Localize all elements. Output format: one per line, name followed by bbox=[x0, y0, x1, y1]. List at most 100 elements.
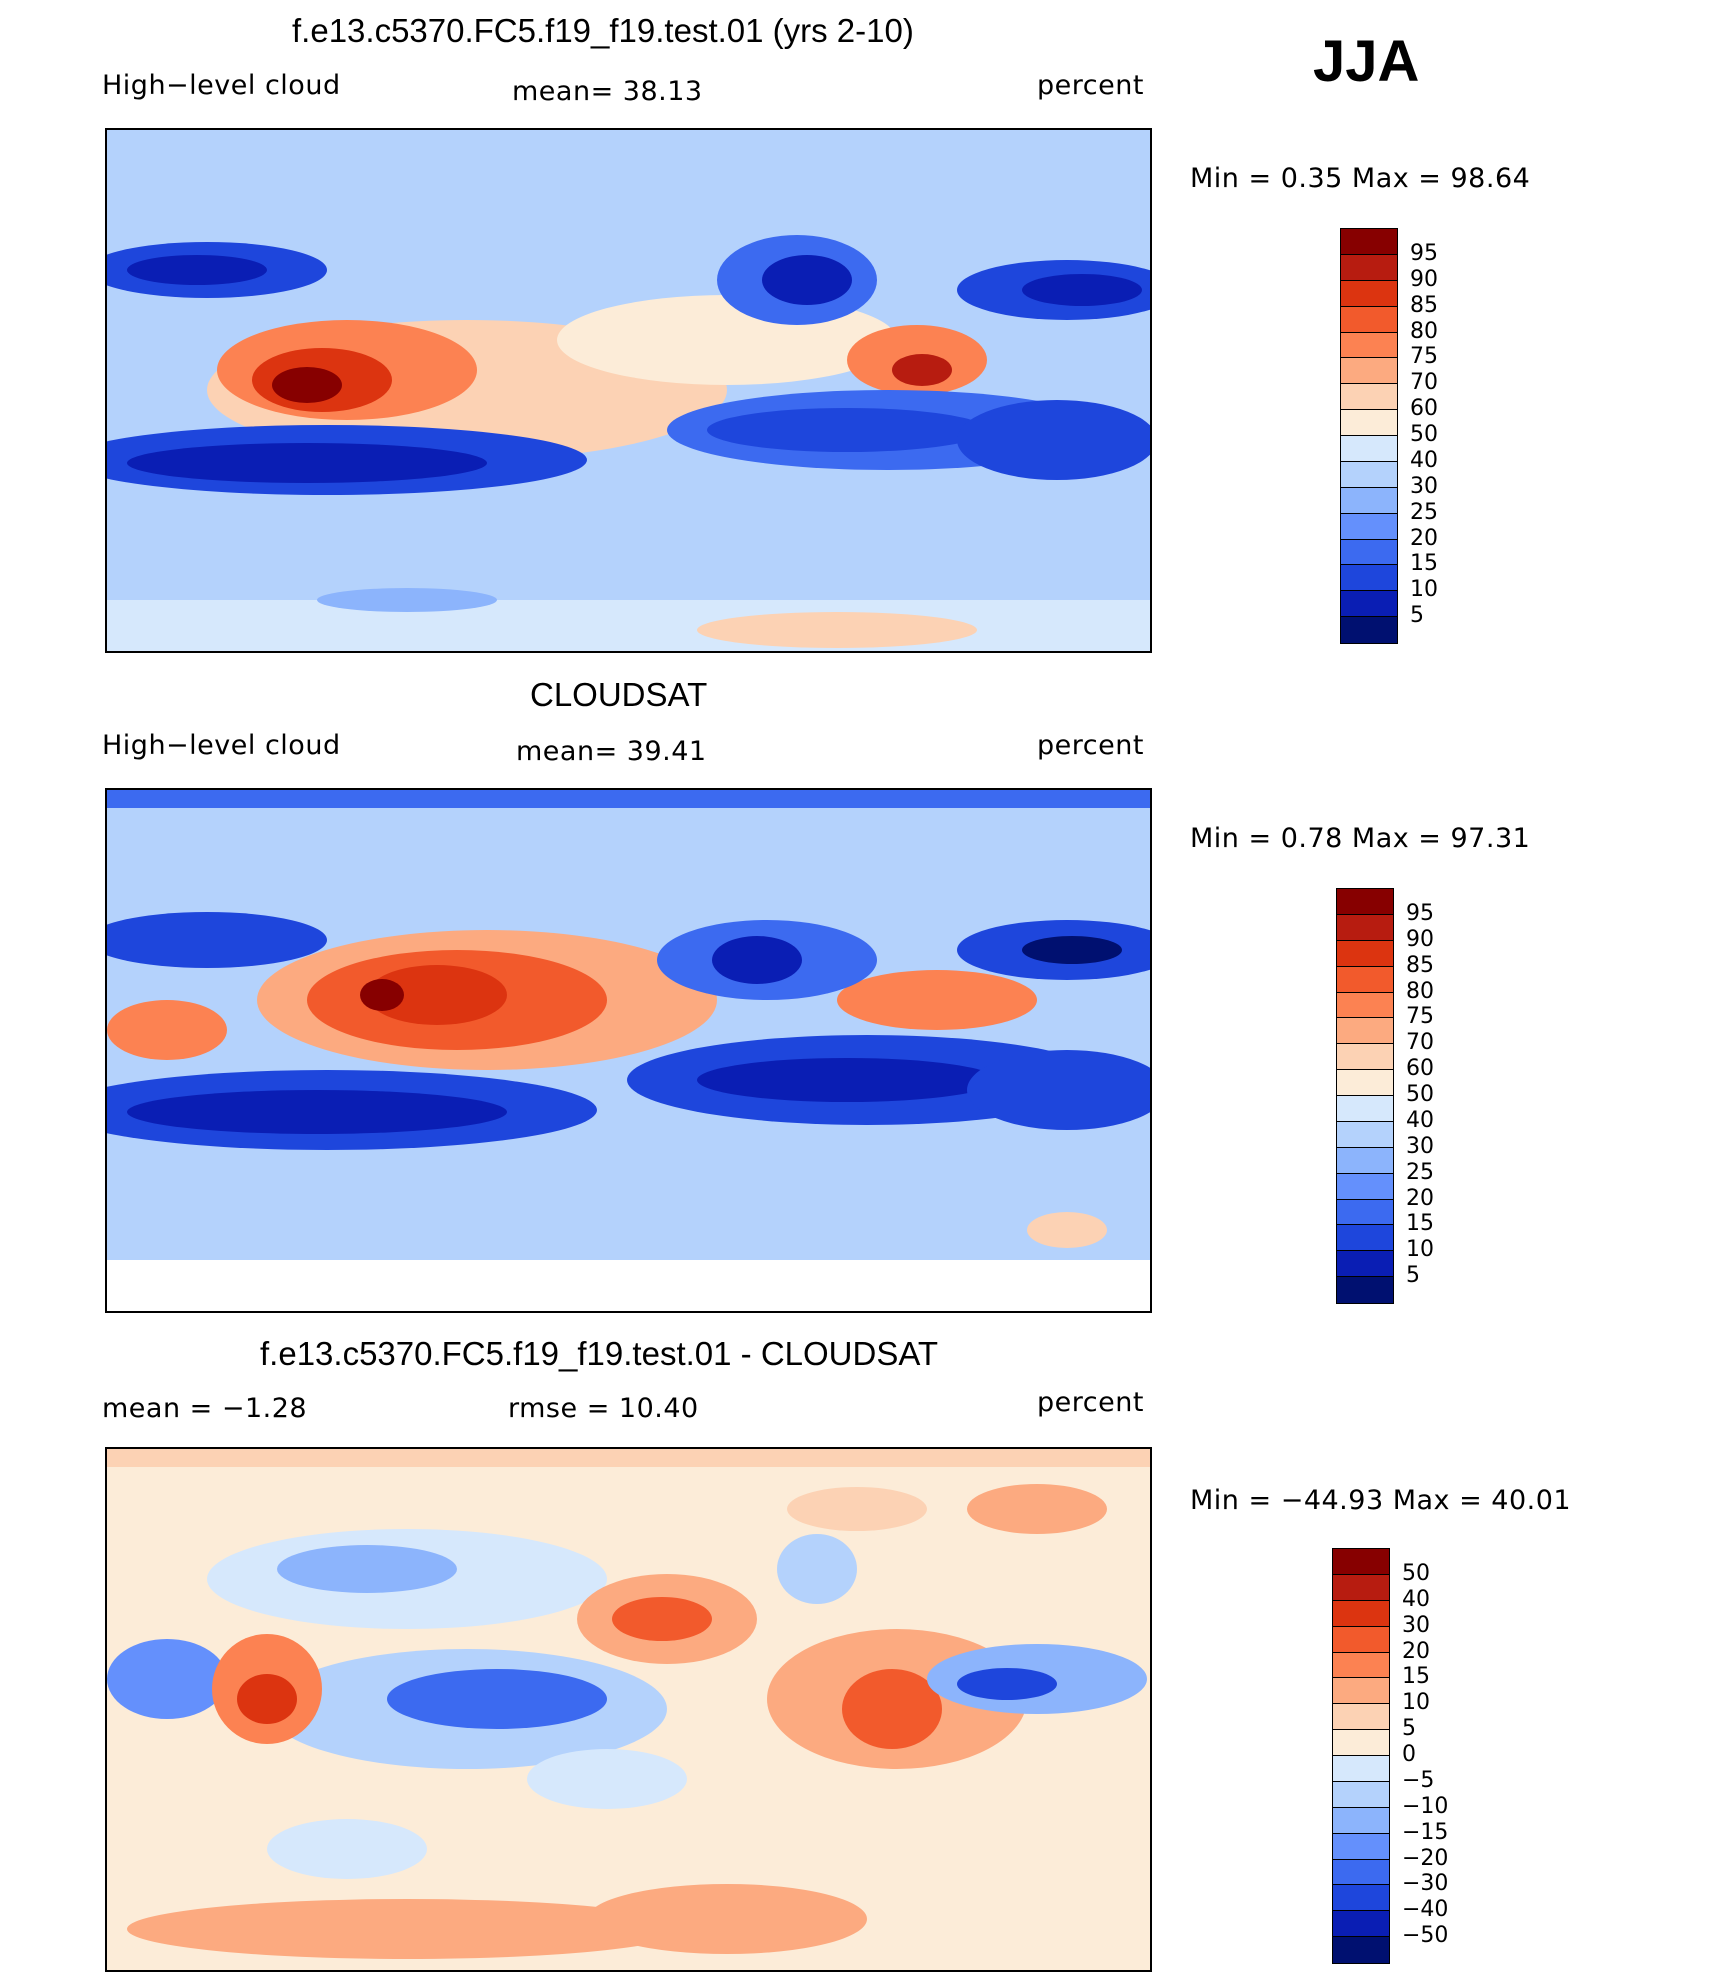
colorbar-swatch bbox=[1340, 253, 1398, 282]
colorbar-tick-label: 5 bbox=[1410, 603, 1424, 629]
colorbar-swatch bbox=[1332, 1729, 1390, 1757]
colorbar-tick-label: 10 bbox=[1402, 1690, 1430, 1716]
panel3-units-label: percent bbox=[1037, 1387, 1144, 1418]
colorbar-swatch bbox=[1340, 538, 1398, 566]
colorbar-tick-label: 15 bbox=[1410, 551, 1438, 577]
colorbar-tick-label: 20 bbox=[1410, 525, 1438, 551]
colorbar-swatch bbox=[1340, 616, 1398, 644]
colorbar-tick-label: 15 bbox=[1402, 1664, 1430, 1690]
colorbar-tick-label: 0 bbox=[1402, 1742, 1416, 1767]
colorbar-tick-label: 25 bbox=[1406, 1159, 1434, 1185]
colorbar-swatch bbox=[1332, 1677, 1390, 1705]
colorbar-swatch bbox=[1340, 460, 1398, 489]
colorbar-tick-label: 20 bbox=[1402, 1638, 1430, 1664]
colorbar-swatch bbox=[1336, 1172, 1394, 1200]
colorbar-swatch bbox=[1336, 965, 1394, 993]
colorbar-tick-label: 10 bbox=[1410, 577, 1438, 603]
colorbar-tick-label: 85 bbox=[1406, 952, 1434, 978]
colorbar-swatch bbox=[1336, 1198, 1394, 1226]
panel2-title: CLOUDSAT bbox=[530, 676, 708, 713]
colorbar-tick-label: 5 bbox=[1406, 1263, 1420, 1289]
panel3-title: f.e13.c5370.FC5.f19_f19.test.01 - CLOUDS… bbox=[260, 1335, 939, 1372]
colorbar-swatch bbox=[1340, 228, 1398, 256]
panel2-field-label: High−level cloud bbox=[102, 730, 341, 761]
panel1-field-label: High−level cloud bbox=[102, 70, 341, 101]
colorbar-swatch bbox=[1332, 1755, 1390, 1783]
colorbar-tick-label: 10 bbox=[1406, 1237, 1434, 1263]
colorbar-tick-label: 40 bbox=[1406, 1107, 1434, 1133]
colorbar-swatch bbox=[1336, 1250, 1394, 1278]
colorbar-tick-label: 40 bbox=[1402, 1586, 1430, 1612]
panel2-mean-label: mean= 39.41 bbox=[516, 736, 707, 767]
colorbar-swatch bbox=[1336, 991, 1394, 1019]
panel3-minmax: Min = −44.93 Max = 40.01 bbox=[1190, 1485, 1572, 1516]
colorbar-swatch bbox=[1340, 331, 1398, 359]
colorbar-tick-label: 30 bbox=[1402, 1612, 1430, 1638]
colorbar-swatch bbox=[1340, 486, 1398, 515]
colorbar-tick-label: −5 bbox=[1402, 1767, 1435, 1793]
colorbar-swatch bbox=[1336, 1017, 1394, 1045]
colorbar-swatch bbox=[1340, 409, 1398, 437]
colorbar-swatch bbox=[1332, 1548, 1390, 1576]
colorbar-swatch bbox=[1332, 1573, 1390, 1602]
panel3-map bbox=[105, 1447, 1152, 1972]
colorbar-tick-label: 40 bbox=[1410, 447, 1438, 473]
colorbar-tick-label: −40 bbox=[1402, 1897, 1449, 1923]
colorbar-tick-label: 80 bbox=[1410, 318, 1438, 344]
colorbar-swatch bbox=[1340, 357, 1398, 385]
colorbar-swatch bbox=[1336, 913, 1394, 942]
colorbar-tick-label: 5 bbox=[1402, 1716, 1416, 1742]
colorbar-swatch bbox=[1332, 1780, 1390, 1809]
panel1-units-label: percent bbox=[1037, 70, 1144, 101]
colorbar-swatch bbox=[1340, 435, 1398, 463]
colorbar-swatch bbox=[1336, 1224, 1394, 1252]
panel3-colorbar: 50 40 30 20 15 10 5 0 −5 −10 −15 −20 −30 −40 −50 bbox=[1332, 1548, 1472, 1964]
panel3-mean-label: mean = −1.28 bbox=[102, 1393, 308, 1424]
colorbar-tick-label: 70 bbox=[1410, 370, 1438, 396]
colorbar-swatch bbox=[1340, 590, 1398, 618]
colorbar-tick-label: 50 bbox=[1402, 1560, 1430, 1586]
panel2-minmax: Min = 0.78 Max = 97.31 bbox=[1190, 823, 1531, 854]
colorbar-swatch bbox=[1336, 939, 1394, 968]
colorbar-swatch bbox=[1332, 1910, 1390, 1938]
colorbar-swatch bbox=[1336, 1276, 1394, 1304]
colorbar-tick-label: 90 bbox=[1406, 926, 1434, 952]
panel2-units-label: percent bbox=[1037, 730, 1144, 761]
colorbar-tick-label: 60 bbox=[1406, 1056, 1434, 1082]
colorbar-swatch bbox=[1336, 1069, 1394, 1097]
panel1-colorbar: 95 90 85 80 75 70 60 50 40 30 25 20 15 10 5 bbox=[1340, 228, 1480, 644]
colorbar-tick-label: 30 bbox=[1406, 1133, 1434, 1159]
colorbar-tick-label: 25 bbox=[1410, 499, 1438, 525]
colorbar-tick-label: 30 bbox=[1410, 473, 1438, 499]
colorbar-tick-label: −15 bbox=[1402, 1819, 1449, 1845]
colorbar-tick-label: 80 bbox=[1406, 978, 1434, 1004]
colorbar-swatch bbox=[1336, 1120, 1394, 1149]
colorbar-tick-label: 75 bbox=[1410, 344, 1438, 370]
colorbar-swatch bbox=[1332, 1625, 1390, 1653]
panel2-colorbar: 95 90 85 80 75 70 60 50 40 30 25 20 15 10 5 bbox=[1336, 888, 1476, 1304]
panel1-map bbox=[105, 128, 1152, 653]
season-label: JJA bbox=[1313, 29, 1420, 94]
colorbar-swatch bbox=[1340, 512, 1398, 540]
colorbar-tick-label: 15 bbox=[1406, 1211, 1434, 1237]
colorbar-swatch bbox=[1336, 1043, 1394, 1071]
panel1-minmax: Min = 0.35 Max = 98.64 bbox=[1190, 163, 1531, 194]
colorbar-swatch bbox=[1336, 888, 1394, 916]
colorbar-tick-label: 70 bbox=[1406, 1030, 1434, 1056]
colorbar-swatch bbox=[1340, 564, 1398, 592]
colorbar-swatch bbox=[1340, 279, 1398, 308]
colorbar-swatch bbox=[1332, 1703, 1390, 1731]
colorbar-swatch bbox=[1332, 1806, 1390, 1835]
colorbar-swatch bbox=[1332, 1832, 1390, 1860]
colorbar-tick-label: 50 bbox=[1406, 1082, 1434, 1107]
colorbar-swatch bbox=[1336, 1095, 1394, 1123]
colorbar-swatch bbox=[1332, 1651, 1390, 1679]
panel2-map bbox=[105, 788, 1152, 1313]
panel3-rmse-label: rmse = 10.40 bbox=[508, 1393, 699, 1424]
colorbar-tick-label: −30 bbox=[1402, 1871, 1449, 1897]
colorbar-tick-label: 95 bbox=[1406, 900, 1434, 926]
colorbar-swatch bbox=[1340, 383, 1398, 411]
colorbar-swatch bbox=[1332, 1858, 1390, 1886]
colorbar-tick-label: 75 bbox=[1406, 1004, 1434, 1030]
colorbar-tick-label: 20 bbox=[1406, 1185, 1434, 1211]
